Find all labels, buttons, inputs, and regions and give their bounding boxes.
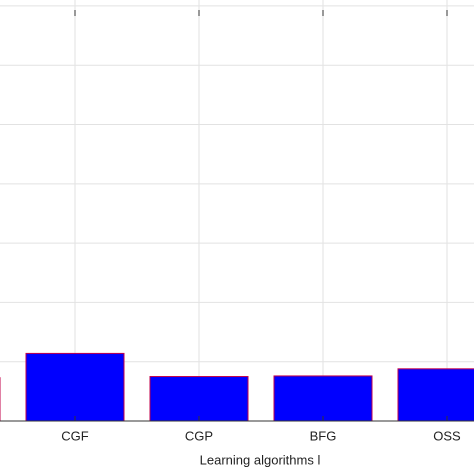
x-tick-label: CGP bbox=[185, 428, 213, 443]
x-tick-label: OSS bbox=[433, 428, 461, 443]
bar bbox=[273, 375, 373, 422]
x-tick-label: CGF bbox=[61, 428, 89, 443]
bar bbox=[149, 376, 249, 422]
bar bbox=[25, 352, 125, 422]
x-axis-label: Learning algorithms l bbox=[200, 452, 321, 467]
bar bbox=[397, 368, 474, 422]
x-tick-label: BFG bbox=[310, 428, 337, 443]
